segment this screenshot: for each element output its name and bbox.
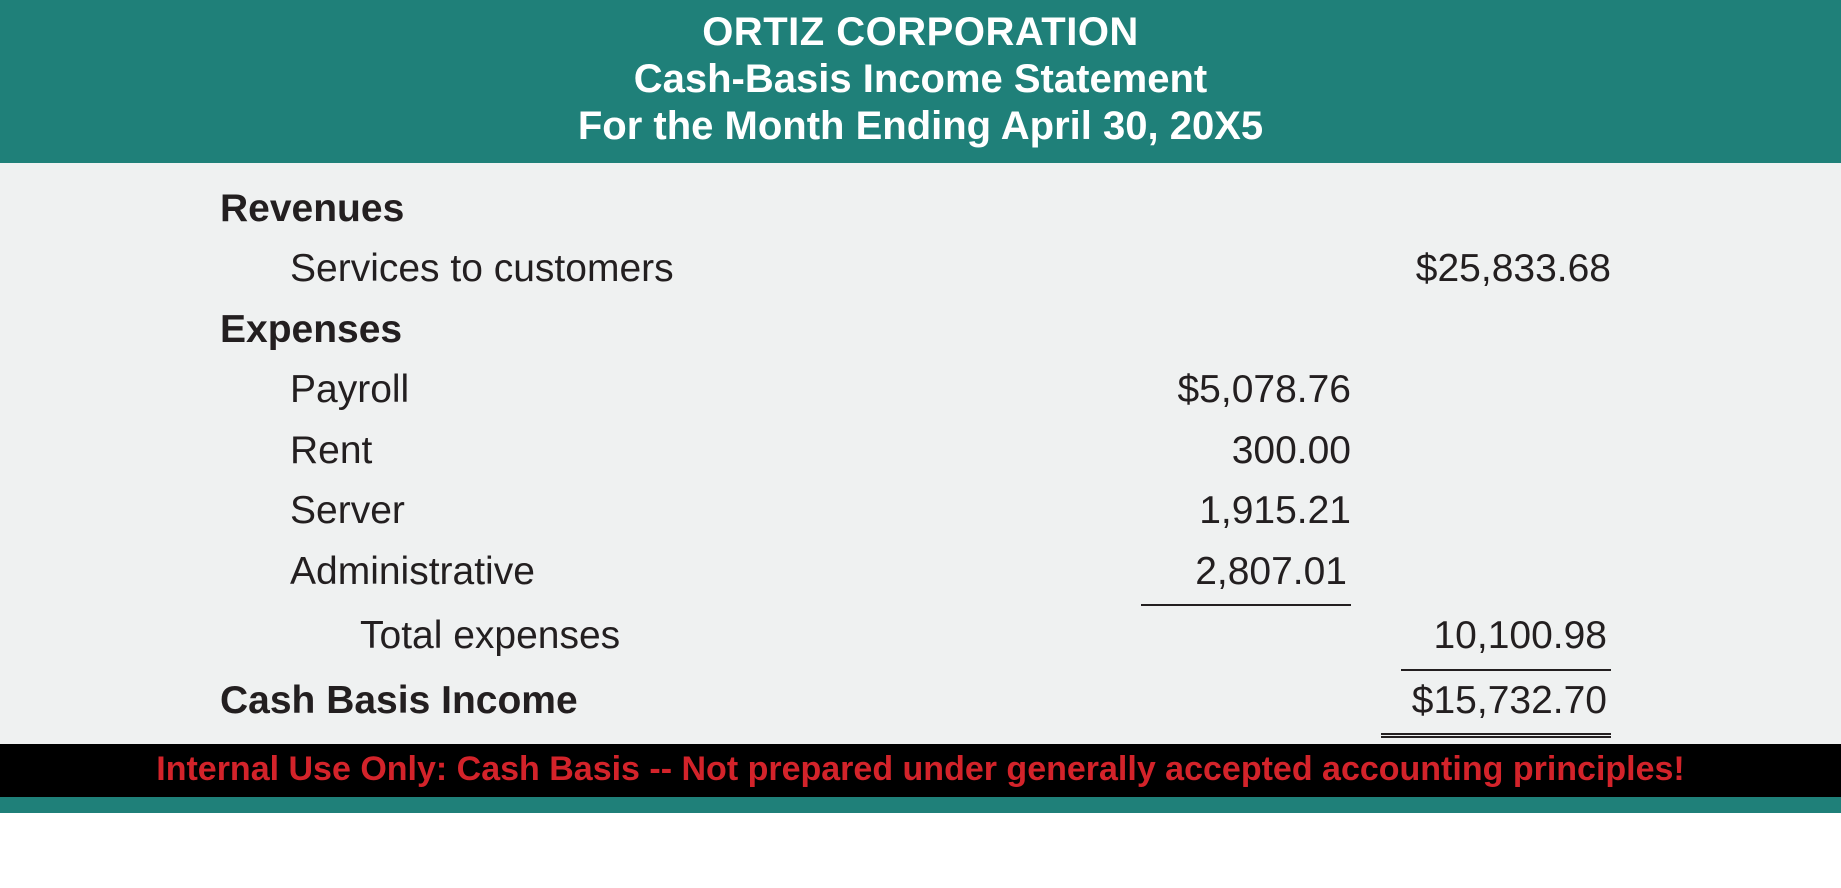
expense-line-administrative: Administrative 2,807.01 (220, 542, 1621, 606)
expense-total-row: Total expenses 10,100.98 (220, 606, 1621, 670)
expense-label: Administrative (220, 542, 1101, 602)
expense-value: $5,078.76 (1101, 360, 1361, 420)
net-income-row: Cash Basis Income $15,732.70 (220, 671, 1621, 738)
bottom-strip (0, 797, 1841, 813)
statement-period: For the Month Ending April 30, 20X5 (0, 104, 1841, 149)
company-name: ORTIZ CORPORATION (0, 10, 1841, 55)
expenses-heading-row: Expenses (220, 300, 1621, 360)
revenue-item-label: Services to customers (220, 239, 1101, 299)
expenses-heading: Expenses (220, 300, 1101, 360)
revenues-heading-row: Revenues (220, 179, 1621, 239)
expense-label: Payroll (220, 360, 1101, 420)
income-statement: ORTIZ CORPORATION Cash-Basis Income Stat… (0, 0, 1841, 813)
expense-value: 300.00 (1101, 421, 1361, 481)
revenues-heading: Revenues (220, 179, 1101, 239)
expense-value: 2,807.01 (1141, 542, 1351, 606)
revenue-line-services: Services to customers $25,833.68 (220, 239, 1621, 299)
revenue-item-value: $25,833.68 (1361, 239, 1621, 299)
expense-line-server: Server 1,915.21 (220, 481, 1621, 541)
footer-band: Internal Use Only: Cash Basis -- Not pre… (0, 744, 1841, 797)
expense-total-value: 10,100.98 (1401, 606, 1611, 670)
net-income-label: Cash Basis Income (220, 671, 1101, 731)
statement-header: ORTIZ CORPORATION Cash-Basis Income Stat… (0, 0, 1841, 169)
expense-total-label: Total expenses (220, 606, 1101, 666)
expense-label: Server (220, 481, 1101, 541)
expense-value: 1,915.21 (1101, 481, 1361, 541)
footer-warning: Internal Use Only: Cash Basis -- Not pre… (156, 750, 1685, 788)
expense-label: Rent (220, 421, 1101, 481)
statement-body: Revenues Services to customers $25,833.6… (0, 169, 1841, 744)
net-income-value: $15,732.70 (1381, 671, 1611, 738)
statement-title: Cash-Basis Income Statement (0, 57, 1841, 102)
expense-line-rent: Rent 300.00 (220, 421, 1621, 481)
expense-line-payroll: Payroll $5,078.76 (220, 360, 1621, 420)
